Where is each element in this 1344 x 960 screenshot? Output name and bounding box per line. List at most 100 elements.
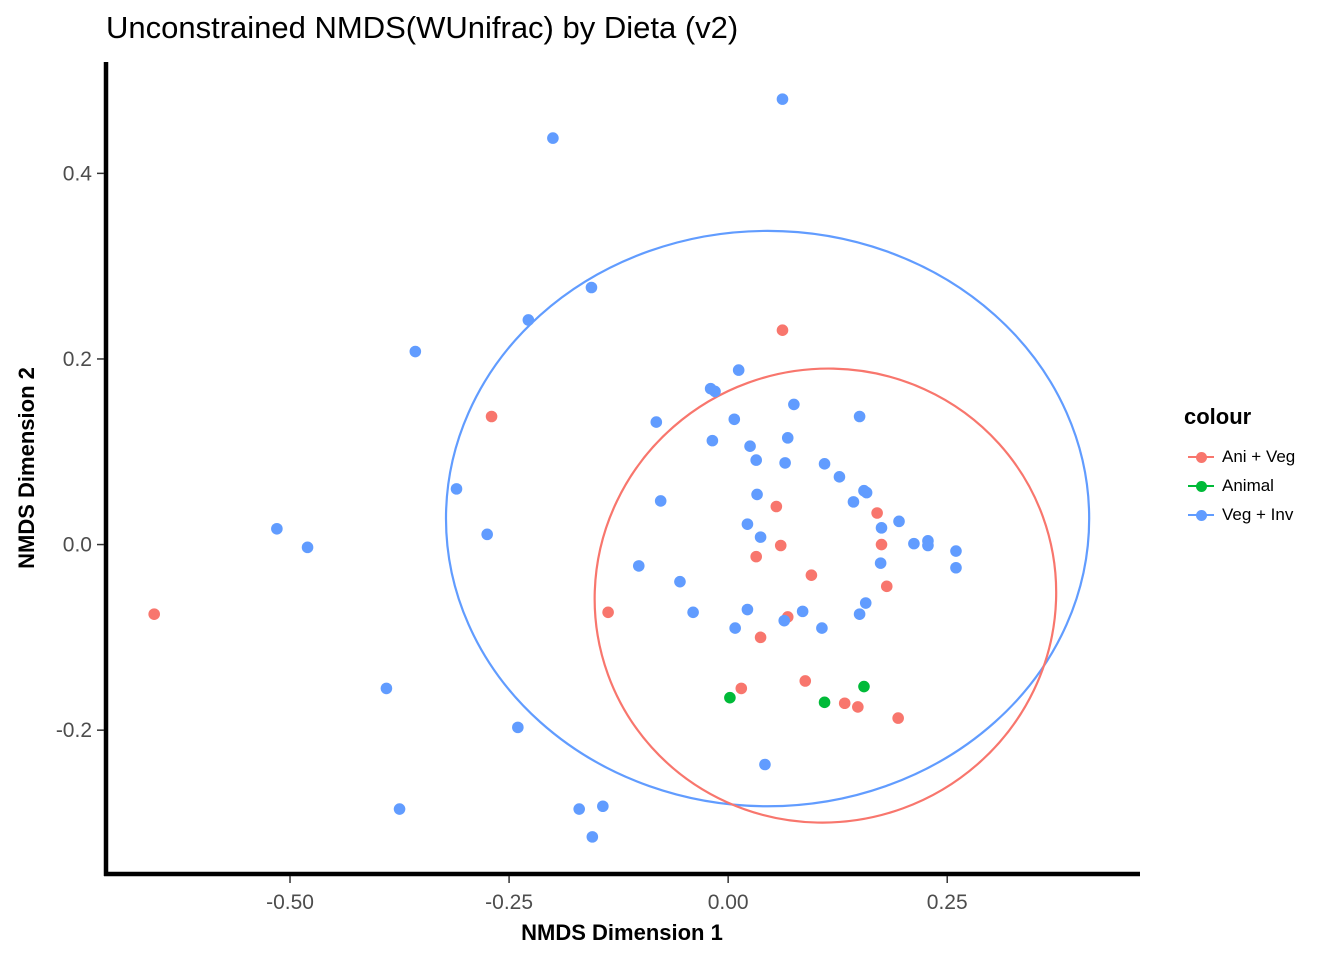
x-tick-label: -0.50 [266,891,314,914]
data-point [818,458,831,470]
data-point [741,603,754,616]
data-point [450,483,463,495]
data-point [586,831,599,843]
data-point [838,697,851,710]
x-tick-label: -0.25 [485,891,533,914]
data-point [674,575,686,588]
data-point [148,608,160,620]
data-point [744,440,756,452]
data-point [393,803,406,815]
data-point [893,515,905,528]
y-tick-label: 0.4 [63,162,93,185]
ellipse-layer [444,229,1091,824]
data-point [847,496,860,508]
data-point [875,522,888,534]
data-point [732,364,745,376]
data-point [859,597,872,609]
data-point [754,631,767,644]
confidence-ellipse [444,229,1091,808]
x-tick-label: 0.25 [927,891,968,914]
data-point [750,550,762,563]
data-point [892,712,904,724]
data-point [706,434,719,447]
data-point [770,500,783,513]
y-axis-ticks: -0.2 0.0 0.2 0.4 [56,162,104,742]
data-point [728,413,741,426]
legend-dot [1196,451,1207,463]
data-point [781,432,794,444]
data-point [380,682,393,695]
data-point [522,314,535,326]
data-point [805,569,818,581]
data-point [481,528,493,541]
data-point [779,457,791,469]
legend-dot [1196,509,1207,521]
data-point [485,410,498,423]
data-point [833,471,846,483]
data-point [852,701,864,713]
data-point [778,614,791,627]
y-tick-label: 0.2 [63,348,92,371]
point-layer [148,93,962,843]
data-point [687,606,699,619]
data-point [853,608,866,620]
data-point [816,622,828,634]
data-point [573,803,585,815]
legend-key-ani-veg [1184,447,1218,467]
confidence-ellipse [593,367,1058,824]
data-point [853,410,866,423]
legend-label-veg-inv: Veg + Inv [1222,504,1294,524]
legend-title: colour [1184,404,1252,429]
data-point [858,680,870,693]
data-point [741,518,754,530]
data-point [875,538,888,551]
data-point [547,132,559,144]
legend-item-animal: Animal [1184,471,1295,500]
data-point [776,93,789,105]
data-point [632,560,645,572]
y-tick-label: 0.0 [63,534,92,557]
data-point [512,721,524,734]
legend-key-veg-inv [1184,505,1218,525]
data-point [585,281,598,294]
y-tick-label: -0.2 [56,719,92,742]
legend: colour Ani + Veg Animal Veg + Inv [1184,404,1295,529]
data-point [750,454,762,466]
data-point [776,324,789,336]
data-point [880,580,893,593]
data-point [950,545,962,557]
data-point [271,522,283,535]
data-point [922,539,934,552]
data-point [796,605,809,618]
data-point [602,606,614,619]
legend-label-ani-veg: Ani + Veg [1222,446,1296,466]
data-point [654,495,667,507]
data-point [735,682,748,695]
data-point [709,385,721,398]
data-point [759,758,771,771]
data-point [950,561,962,574]
x-axis-title: NMDS Dimension 1 [521,920,723,945]
data-point [724,691,736,704]
data-point [818,696,831,709]
legend-dot [1196,480,1207,492]
legend-item-veg-inv: Veg + Inv [1184,500,1295,529]
legend-key-animal [1184,476,1218,496]
data-point [908,537,920,550]
data-point [729,622,741,634]
y-axis-title: NMDS Dimension 2 [14,367,39,569]
x-tick-label: 0.00 [708,891,749,914]
data-point [301,541,314,554]
data-point [860,486,873,499]
legend-label-animal: Animal [1222,475,1274,495]
chart-title: Unconstrained NMDS(WUnifrac) by Dieta (v… [106,10,739,45]
data-point [874,557,887,569]
data-point [409,345,422,358]
x-axis-ticks: -0.50 -0.25 0.00 0.25 [266,876,968,914]
data-point [597,800,609,813]
legend-item-ani-veg: Ani + Veg [1184,442,1295,471]
data-point [751,488,763,501]
data-point [799,675,812,687]
data-point [774,539,787,552]
